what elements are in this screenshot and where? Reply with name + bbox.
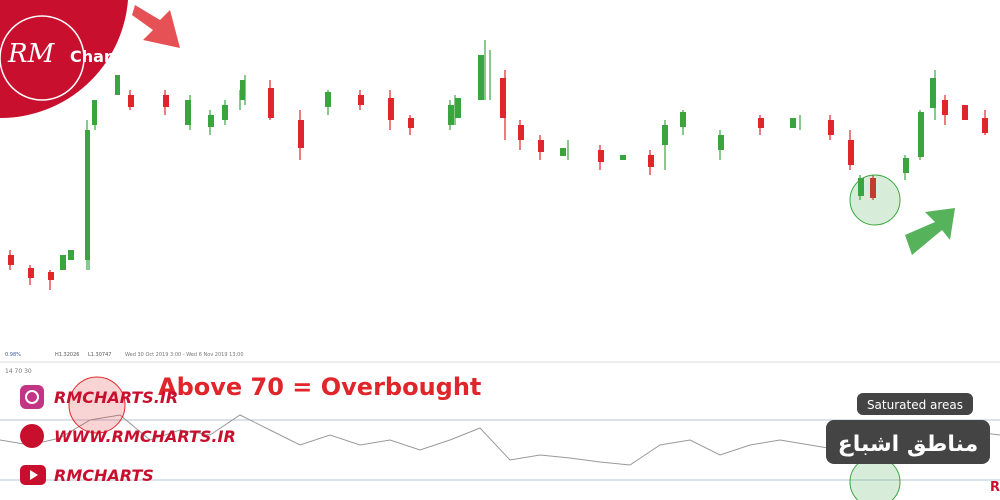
badge-label: Saturated areas <box>867 398 963 412</box>
status-range: Wed 30 Oct 2019 3:00 - Wed 6 Nov 2019 13… <box>125 352 244 358</box>
candles <box>8 40 988 290</box>
arrow-up <box>905 208 955 255</box>
status-high: H1.32026 <box>55 352 79 358</box>
highlight-circle <box>849 174 901 226</box>
logo-mark: RM <box>7 39 56 69</box>
indicator-settings: 14 70 30 <box>5 368 32 375</box>
badge-title-bg <box>826 420 990 464</box>
overbought-circle <box>68 376 126 434</box>
web-icon <box>20 424 44 448</box>
status-change: 0.98% <box>5 352 21 358</box>
socials: RMCHARTS.IR WWW.RMCHARTS.IR RMCHARTS <box>20 385 236 485</box>
footer-text: دوره رایگان آموزش فارکس RMCHARTS <box>990 478 1000 495</box>
website[interactable]: WWW.RMCHARTS.IR <box>54 427 236 446</box>
badge-title: مناطق اشباع <box>838 432 979 457</box>
logo-text: Charts <box>70 47 129 66</box>
logo-shape <box>0 0 128 119</box>
status-low: L1.30747 <box>88 352 111 358</box>
instagram-handle[interactable]: RMCHARTS.IR <box>54 388 178 407</box>
badge-label-bg <box>857 393 973 415</box>
annotation: Above 70 = Overbought <box>158 373 481 401</box>
youtube-handle[interactable]: RMCHARTS <box>54 466 154 485</box>
youtube-glyph <box>30 470 38 480</box>
instagram-icon <box>20 385 44 409</box>
instagram-glyph <box>25 390 39 404</box>
rsi-line <box>0 414 1000 466</box>
logo-ring <box>0 15 85 101</box>
arrow-down <box>132 5 180 48</box>
